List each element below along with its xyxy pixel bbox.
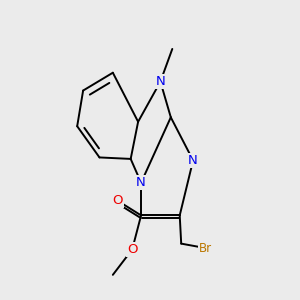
Text: O: O xyxy=(112,194,123,207)
Text: O: O xyxy=(127,243,137,256)
Text: N: N xyxy=(155,75,165,88)
Text: N: N xyxy=(188,154,198,167)
Text: N: N xyxy=(136,176,146,189)
Text: Br: Br xyxy=(199,242,212,255)
